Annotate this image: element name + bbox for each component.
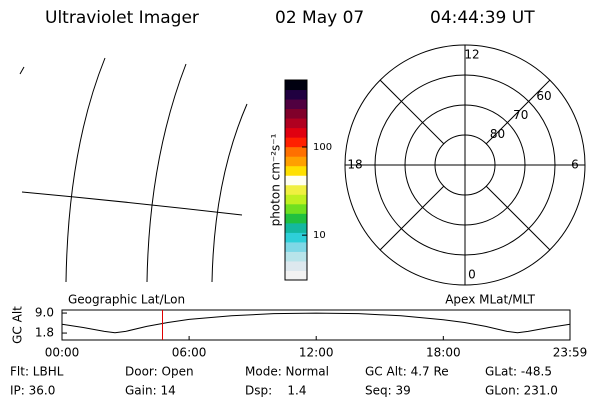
info-field: GLat: -48.5 bbox=[485, 365, 552, 379]
lat-label: 60 bbox=[536, 89, 551, 103]
plot-frame bbox=[61, 309, 571, 341]
color-swatch bbox=[285, 222, 307, 233]
lat-ring bbox=[434, 134, 496, 196]
title: Ultraviolet Imager bbox=[45, 8, 199, 28]
info-field: GC Alt: 4.7 Re bbox=[365, 365, 449, 379]
geo-map bbox=[19, 57, 248, 283]
tick-label: 100 bbox=[313, 142, 332, 153]
colorbar-frame bbox=[284, 79, 308, 281]
map-line bbox=[211, 103, 248, 283]
color-swatch bbox=[285, 194, 307, 205]
color-swatch bbox=[285, 241, 307, 252]
color-swatch bbox=[285, 251, 307, 262]
color-swatch bbox=[285, 127, 307, 138]
y-tick-label: 9.0 bbox=[35, 306, 54, 320]
map-line bbox=[65, 57, 106, 283]
right-label: Apex MLat/MLT bbox=[445, 293, 535, 307]
mlt-label: 0 bbox=[468, 268, 476, 282]
time: 04:44:39 UT bbox=[430, 8, 535, 28]
diag bbox=[485, 79, 551, 145]
info-field: Seq: 39 bbox=[365, 384, 411, 398]
map-line bbox=[19, 66, 25, 75]
color-swatch bbox=[285, 99, 307, 110]
diag bbox=[379, 185, 445, 251]
color-swatch bbox=[285, 108, 307, 119]
y-tick-label: 1.8 bbox=[35, 326, 54, 340]
color-swatch bbox=[285, 89, 307, 100]
info-field: Flt: LBHL bbox=[10, 365, 64, 379]
info-panel: Flt: LBHL Door: Open Mode: Normal GC Alt: 4… bbox=[10, 365, 558, 398]
lat-label: 70 bbox=[513, 108, 528, 122]
left-label: Geographic Lat/Lon bbox=[68, 293, 185, 307]
x-tick-label: 18:00 bbox=[426, 346, 461, 360]
color-swatch bbox=[285, 175, 307, 186]
colorbar-label: photon cm⁻²s⁻¹ bbox=[269, 133, 283, 226]
lat-ring bbox=[374, 74, 556, 256]
color-swatch bbox=[285, 118, 307, 129]
info-field: IP: 36.0 bbox=[10, 384, 55, 398]
diag bbox=[379, 79, 445, 145]
lat-ring bbox=[404, 104, 526, 226]
mlt-label: 6 bbox=[571, 158, 579, 172]
altitude-line bbox=[61, 312, 571, 334]
tick-label: 10 bbox=[313, 230, 326, 241]
color-swatch bbox=[285, 137, 307, 148]
x-tick-label: 12:00 bbox=[299, 346, 334, 360]
info-field: Dsp: 1.4 bbox=[245, 384, 307, 398]
color-swatch bbox=[285, 165, 307, 176]
diag bbox=[485, 185, 551, 251]
color-swatch bbox=[285, 232, 307, 243]
x-tick-label: 00:00 bbox=[45, 346, 80, 360]
info-field: Gain: 14 bbox=[125, 384, 176, 398]
color-swatch bbox=[285, 80, 307, 91]
color-swatch bbox=[285, 213, 307, 224]
x-tick-label: 23:59 bbox=[553, 346, 588, 360]
map-line bbox=[146, 63, 187, 283]
mlt-label: 12 bbox=[464, 48, 479, 62]
color-swatch bbox=[285, 270, 307, 281]
lat-label: 80 bbox=[490, 127, 505, 141]
color-swatch bbox=[285, 203, 307, 214]
mlt-label: 18 bbox=[347, 158, 362, 172]
info-field: Mode: Normal bbox=[245, 365, 329, 379]
colorbar: photon cm⁻²s⁻¹ 10 100 bbox=[269, 79, 332, 281]
info-field: GLon: 231.0 bbox=[485, 384, 558, 398]
color-swatch bbox=[285, 184, 307, 195]
color-swatch bbox=[285, 146, 307, 157]
x-tick-label: 06:00 bbox=[172, 346, 207, 360]
date: 02 May 07 bbox=[275, 8, 364, 28]
altitude-plot: GC Alt Geographic Lat/Lon Apex MLat/MLT … bbox=[11, 293, 588, 360]
map-line bbox=[21, 191, 243, 216]
color-swatch bbox=[285, 260, 307, 271]
info-field: Door: Open bbox=[125, 365, 194, 379]
color-swatch bbox=[285, 156, 307, 167]
y-axis-label: GC Alt bbox=[11, 306, 25, 344]
